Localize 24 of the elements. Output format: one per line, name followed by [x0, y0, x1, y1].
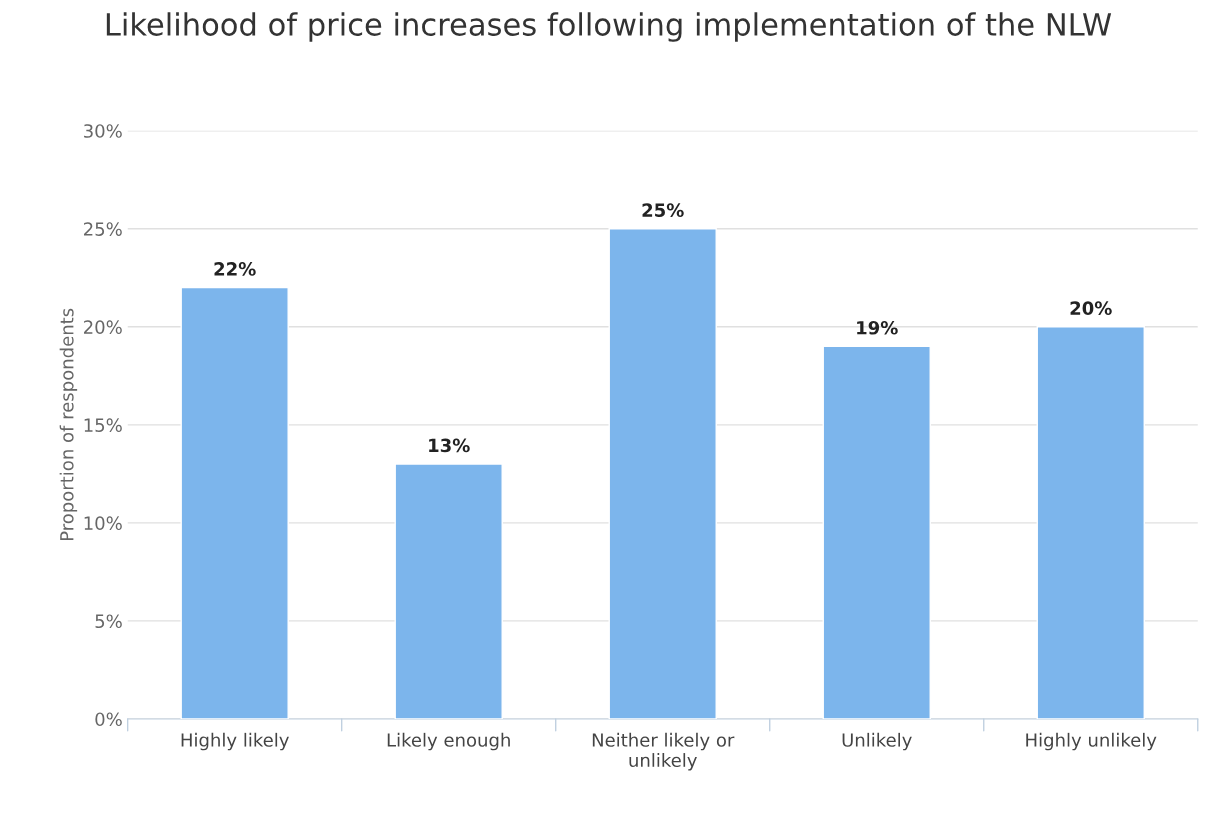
bar: [608, 228, 717, 719]
bar: [1036, 326, 1145, 719]
x-tick-label: Unlikely: [842, 732, 912, 751]
y-tick-label: 10%: [84, 516, 122, 530]
bar: [822, 345, 931, 719]
bar: [394, 463, 503, 719]
y-tick-label: 30%: [84, 124, 122, 138]
y-axis-title: Proportion of respondents: [59, 308, 78, 541]
data-label: 25%: [642, 203, 684, 217]
x-tick-label: Neither likely or unlikely: [592, 732, 735, 771]
y-tick-label: 5%: [95, 614, 122, 629]
bar: [180, 286, 289, 719]
y-tick-label: 15%: [84, 418, 122, 432]
x-tick-label: Likely enough: [387, 732, 510, 751]
data-label: 19%: [857, 320, 898, 335]
chart-title: Likelihood of price increases following implementation of the NLW: [106, 12, 1112, 42]
y-tick-label: 0%: [95, 712, 122, 727]
y-tick-label: 20%: [84, 320, 122, 334]
y-tick-label: 25%: [84, 222, 122, 236]
data-label: 13%: [429, 438, 470, 453]
x-tick-label: Highly unlikely: [1026, 732, 1157, 751]
x-tick-label: Highly likely: [181, 732, 289, 751]
data-label: 22%: [214, 262, 256, 276]
data-label: 20%: [1070, 301, 1112, 315]
